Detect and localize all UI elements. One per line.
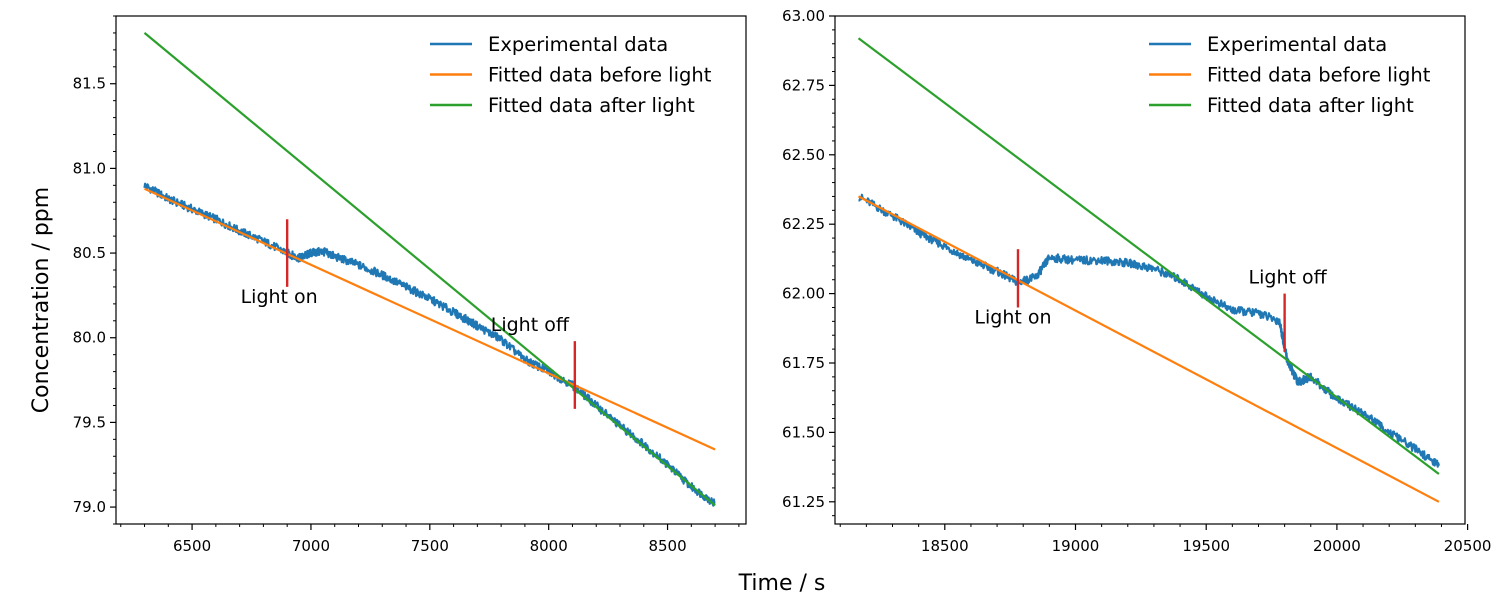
- legend: Experimental data Fitted data before ligh…: [430, 33, 712, 117]
- y-tick-label: 61.50: [782, 423, 825, 441]
- series-line-before: [857, 195, 1440, 503]
- x-axis-label: Time / s: [738, 571, 826, 596]
- marker-label: Light on: [974, 306, 1051, 328]
- marker-label: Light off: [1249, 267, 1328, 289]
- series-line-experimental: [858, 193, 1440, 468]
- x-tick-label: 19500: [1182, 537, 1230, 555]
- x-tick-label: 20000: [1313, 537, 1361, 555]
- legend-label: Fitted data after light: [1207, 94, 1414, 117]
- plot-area: [143, 32, 716, 507]
- left-panel: Light on Light off 6500 7000 7500 8000 8500 79.…: [73, 15, 747, 555]
- legend-label: Experimental data: [488, 33, 668, 56]
- legend-label: Fitted data after light: [488, 94, 695, 117]
- axes-frame: [834, 15, 1466, 525]
- y-tick-label: 80.5: [73, 244, 106, 262]
- marker-label: Light off: [491, 314, 570, 336]
- y-tick-label: 62.50: [782, 146, 825, 164]
- y-tick-label: 79.5: [73, 413, 106, 431]
- series-line-after: [143, 32, 716, 507]
- x-tick-label: 19000: [1052, 537, 1100, 555]
- y-tick-label: 62.25: [782, 215, 825, 233]
- series-line-after: [857, 37, 1440, 475]
- y-tick-label: 81.5: [73, 75, 106, 93]
- y-tick-label: 63.00: [782, 7, 825, 25]
- y-tick-label: 61.25: [782, 493, 825, 511]
- y-tick-label: 61.75: [782, 354, 825, 372]
- x-tick-label: 20500: [1444, 537, 1492, 555]
- y-axis-label: Concentration / ppm: [29, 187, 54, 413]
- y-tick-label: 62.75: [782, 76, 825, 94]
- y-tick-label: 80.0: [73, 329, 106, 347]
- y-tick-label: 81.0: [73, 159, 106, 177]
- x-tick-label: 7500: [411, 537, 449, 555]
- y-tick-label: 62.00: [782, 285, 825, 303]
- x-tick-label: 8500: [648, 537, 686, 555]
- series-line-experimental: [143, 182, 716, 507]
- legend: Experimental data Fitted data before ligh…: [1149, 33, 1431, 117]
- x-tick-label: 7000: [292, 537, 330, 555]
- x-tick-label: 6500: [173, 537, 211, 555]
- legend-label: Fitted data before light: [1207, 64, 1431, 87]
- marker-label: Light on: [241, 286, 318, 308]
- x-tick-label: 18500: [921, 537, 969, 555]
- legend-label: Fitted data before light: [488, 64, 712, 87]
- series-line-before: [144, 187, 716, 451]
- right-panel: Light on Light off 18500 19000 19500 20000 205…: [782, 7, 1491, 555]
- x-tick-label: 8000: [530, 537, 568, 555]
- y-tick-label: 79.0: [73, 498, 106, 516]
- plot-area: [857, 37, 1440, 503]
- legend-label: Experimental data: [1207, 33, 1387, 56]
